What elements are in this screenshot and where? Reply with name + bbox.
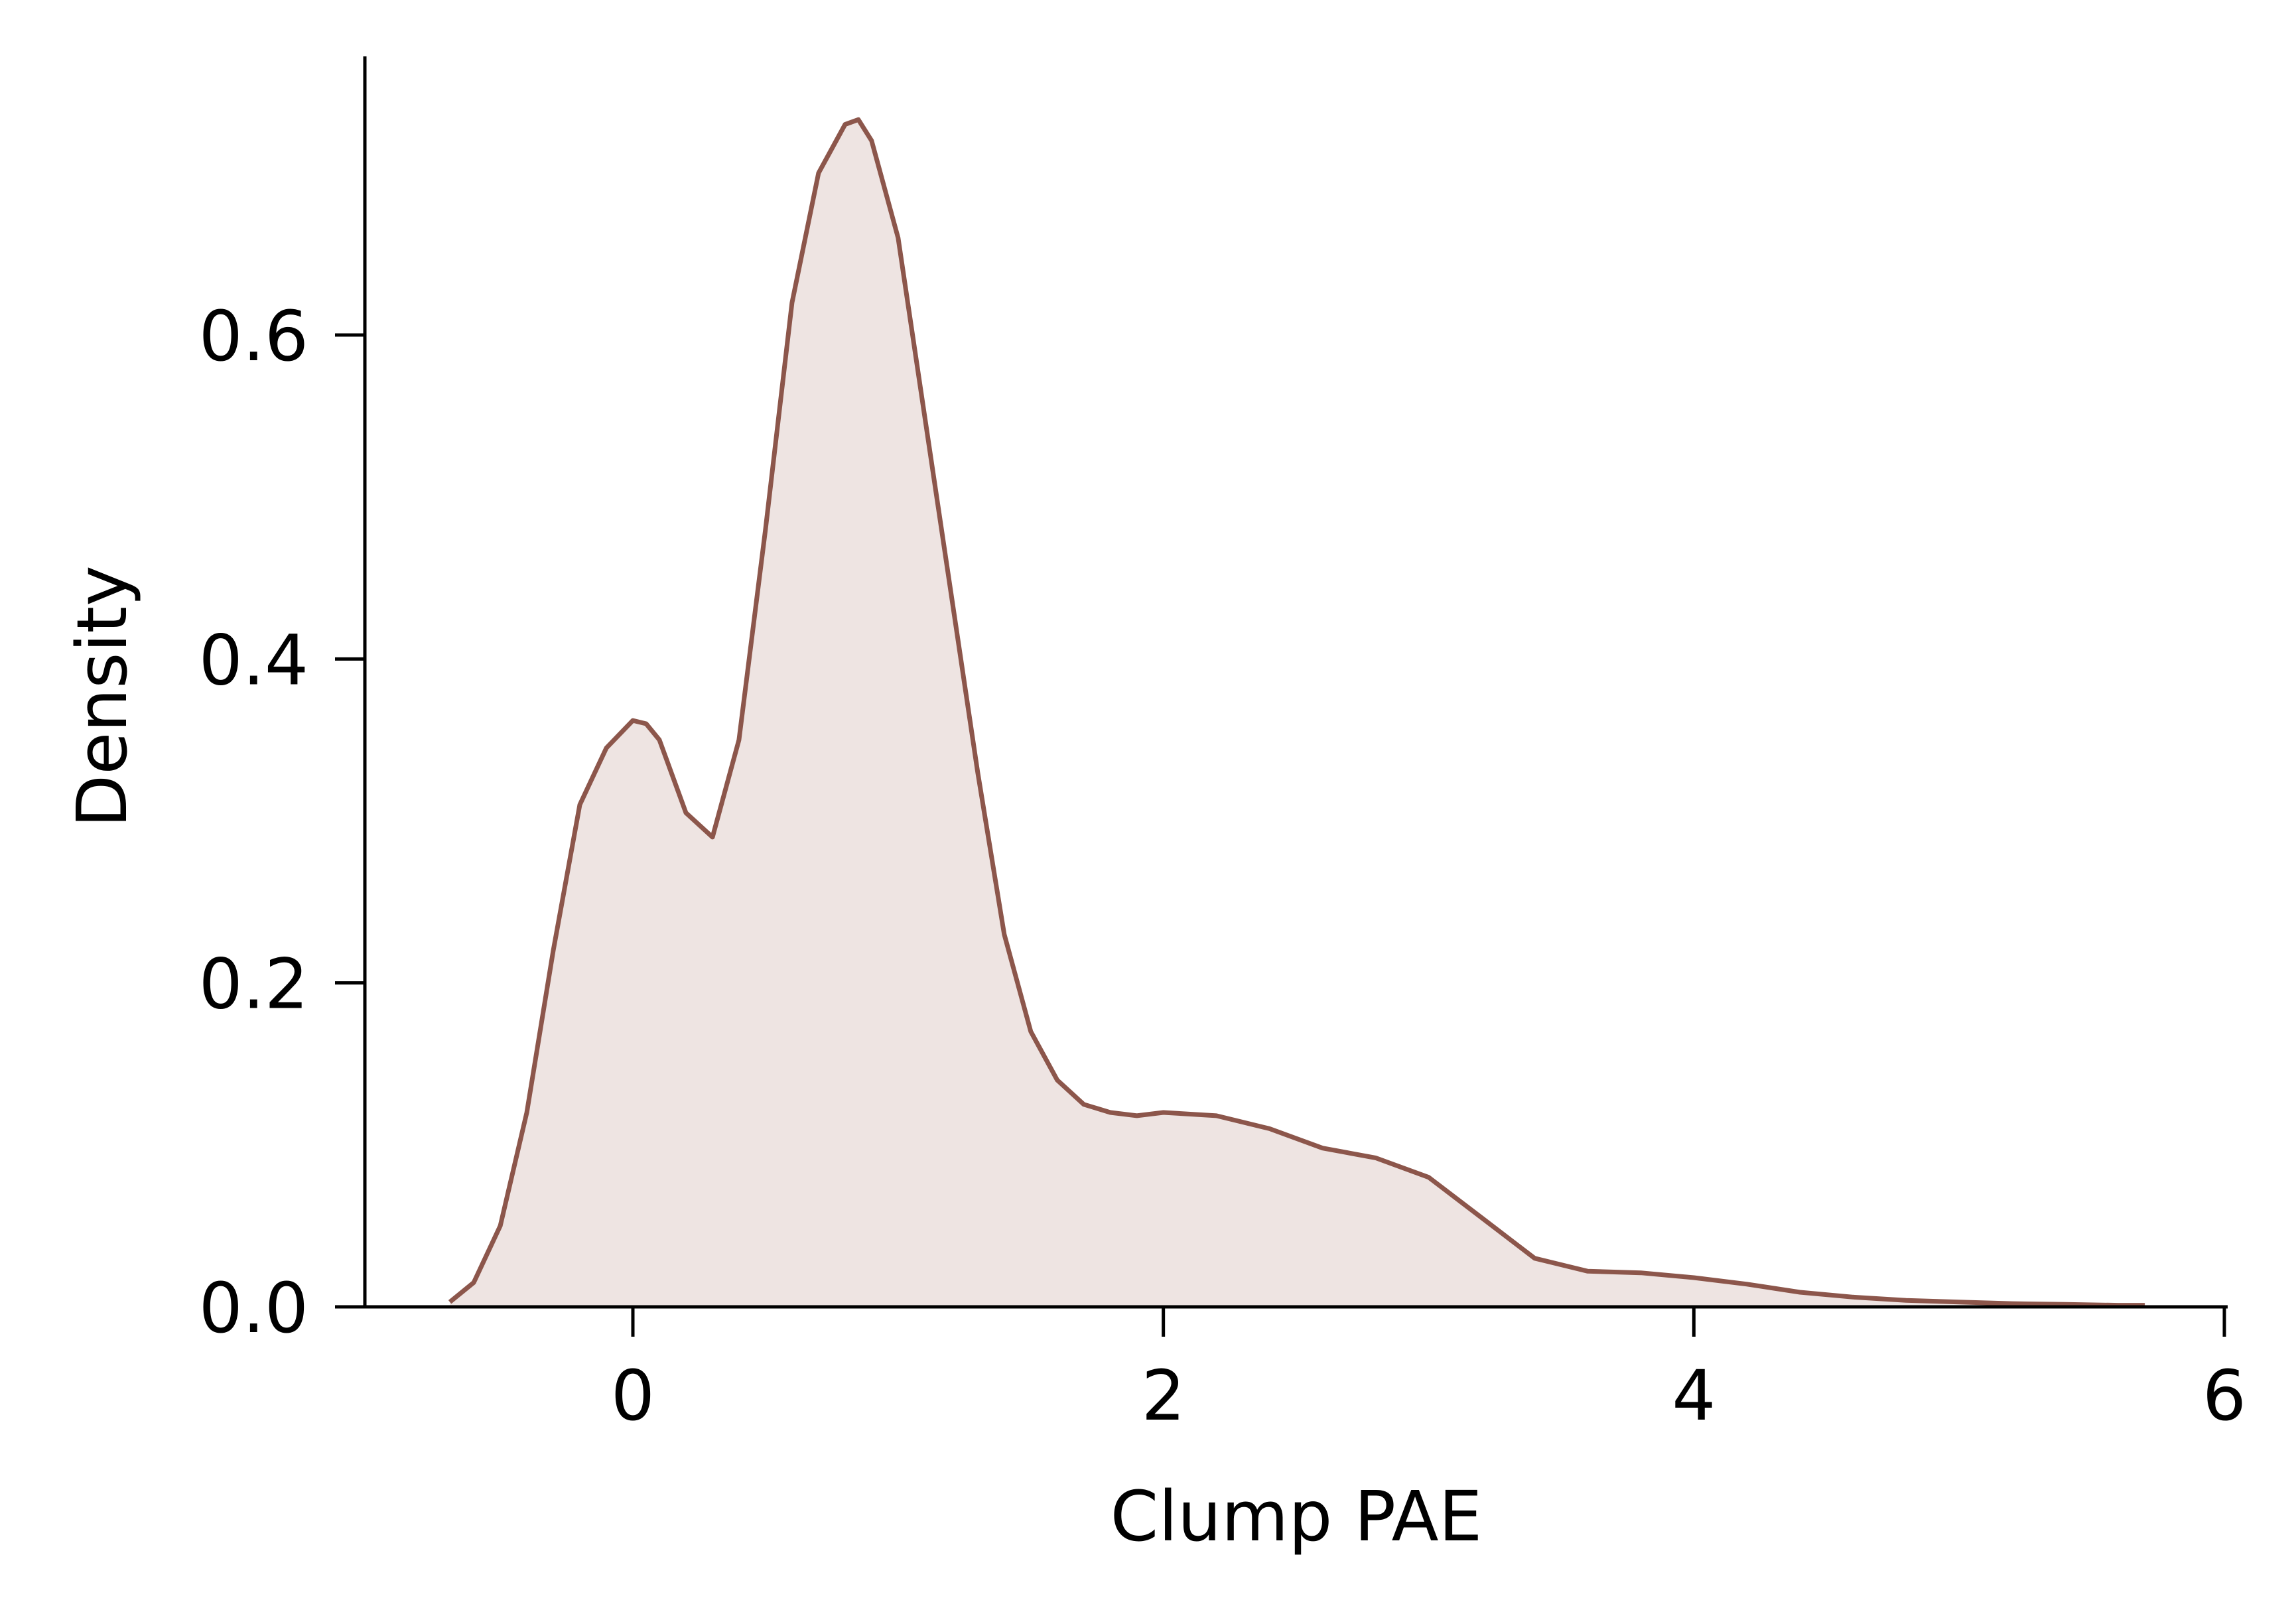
density-area-fill [450,119,2145,1307]
y-tick-label: 0.4 [199,620,308,701]
y-axis-ticks: 0.0 0.2 0.4 0.6 [199,296,365,1349]
y-tick-label: 0.2 [199,944,308,1025]
y-tick-label: 0.0 [199,1268,308,1349]
plot-area [448,117,2145,1308]
x-tick-label: 6 [2202,1355,2246,1436]
x-tick-label: 2 [1142,1355,1185,1436]
x-axis-ticks: 0 2 4 6 [611,1307,2246,1436]
x-tick-label: 0 [611,1355,655,1436]
x-axis-label: Clump PAE [1111,1476,1483,1557]
x-tick-label: 4 [1672,1355,1716,1436]
y-tick-label: 0.6 [199,296,308,377]
density-curve-line [448,117,2145,1308]
y-axis-label: Density [62,565,143,827]
